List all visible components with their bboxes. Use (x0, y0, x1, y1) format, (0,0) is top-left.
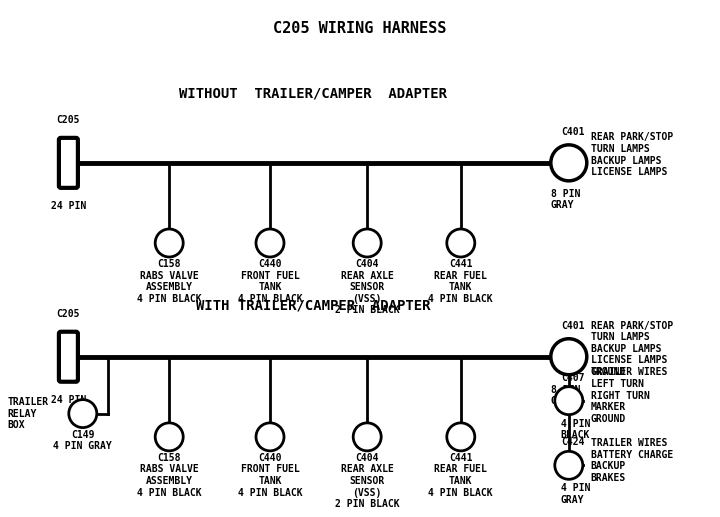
Circle shape (256, 423, 284, 451)
Circle shape (354, 229, 381, 257)
Circle shape (551, 339, 587, 375)
Text: 4 PIN
BLACK: 4 PIN BLACK (561, 419, 590, 440)
Text: C158
RABS VALVE
ASSEMBLY
4 PIN BLACK: C158 RABS VALVE ASSEMBLY 4 PIN BLACK (137, 453, 202, 498)
Text: C424: C424 (561, 437, 585, 447)
Circle shape (551, 145, 587, 181)
Text: WITHOUT  TRAILER/CAMPER  ADAPTER: WITHOUT TRAILER/CAMPER ADAPTER (179, 86, 447, 100)
Text: 4 PIN
GRAY: 4 PIN GRAY (561, 483, 590, 505)
Text: WITH TRAILER/CAMPER  ADAPTER: WITH TRAILER/CAMPER ADAPTER (196, 298, 431, 312)
Text: C158
RABS VALVE
ASSEMBLY
4 PIN BLACK: C158 RABS VALVE ASSEMBLY 4 PIN BLACK (137, 259, 202, 304)
Text: C404
REAR AXLE
SENSOR
(VSS)
2 PIN BLACK: C404 REAR AXLE SENSOR (VSS) 2 PIN BLACK (335, 259, 400, 315)
Text: C205: C205 (57, 309, 80, 318)
Text: 8 PIN
GRAY: 8 PIN GRAY (551, 189, 580, 210)
Text: C440
FRONT FUEL
TANK
4 PIN BLACK: C440 FRONT FUEL TANK 4 PIN BLACK (238, 453, 302, 498)
Text: C441
REAR FUEL
TANK
4 PIN BLACK: C441 REAR FUEL TANK 4 PIN BLACK (428, 259, 493, 304)
Text: C401: C401 (561, 127, 585, 137)
Text: REAR PARK/STOP
TURN LAMPS
BACKUP LAMPS
LICENSE LAMPS
GROUND: REAR PARK/STOP TURN LAMPS BACKUP LAMPS L… (591, 321, 673, 377)
Text: C205: C205 (57, 115, 80, 125)
Text: C407: C407 (561, 373, 585, 383)
Text: C441
REAR FUEL
TANK
4 PIN BLACK: C441 REAR FUEL TANK 4 PIN BLACK (428, 453, 493, 498)
FancyBboxPatch shape (59, 138, 78, 188)
Text: C440
FRONT FUEL
TANK
4 PIN BLACK: C440 FRONT FUEL TANK 4 PIN BLACK (238, 259, 302, 304)
Circle shape (156, 423, 183, 451)
Text: C401: C401 (561, 321, 585, 331)
Text: TRAILER
RELAY
BOX: TRAILER RELAY BOX (7, 397, 48, 430)
Text: 24 PIN: 24 PIN (51, 201, 86, 211)
Circle shape (256, 229, 284, 257)
Text: 24 PIN: 24 PIN (51, 395, 86, 405)
Text: C149
4 PIN GRAY: C149 4 PIN GRAY (53, 430, 112, 451)
Circle shape (354, 423, 381, 451)
Text: TRAILER WIRES
LEFT TURN
RIGHT TURN
MARKER
GROUND: TRAILER WIRES LEFT TURN RIGHT TURN MARKE… (591, 368, 667, 424)
Text: C404
REAR AXLE
SENSOR
(VSS)
2 PIN BLACK: C404 REAR AXLE SENSOR (VSS) 2 PIN BLACK (335, 453, 400, 509)
Text: TRAILER WIRES
BATTERY CHARGE
BACKUP
BRAKES: TRAILER WIRES BATTERY CHARGE BACKUP BRAK… (591, 438, 673, 483)
Text: REAR PARK/STOP
TURN LAMPS
BACKUP LAMPS
LICENSE LAMPS: REAR PARK/STOP TURN LAMPS BACKUP LAMPS L… (591, 132, 673, 177)
Circle shape (555, 387, 582, 415)
Circle shape (555, 451, 582, 479)
Circle shape (447, 229, 474, 257)
Circle shape (156, 229, 183, 257)
Text: 8 PIN
GRAY: 8 PIN GRAY (551, 385, 580, 406)
Circle shape (447, 423, 474, 451)
Circle shape (69, 400, 96, 428)
Text: C205 WIRING HARNESS: C205 WIRING HARNESS (274, 21, 446, 36)
FancyBboxPatch shape (59, 332, 78, 382)
